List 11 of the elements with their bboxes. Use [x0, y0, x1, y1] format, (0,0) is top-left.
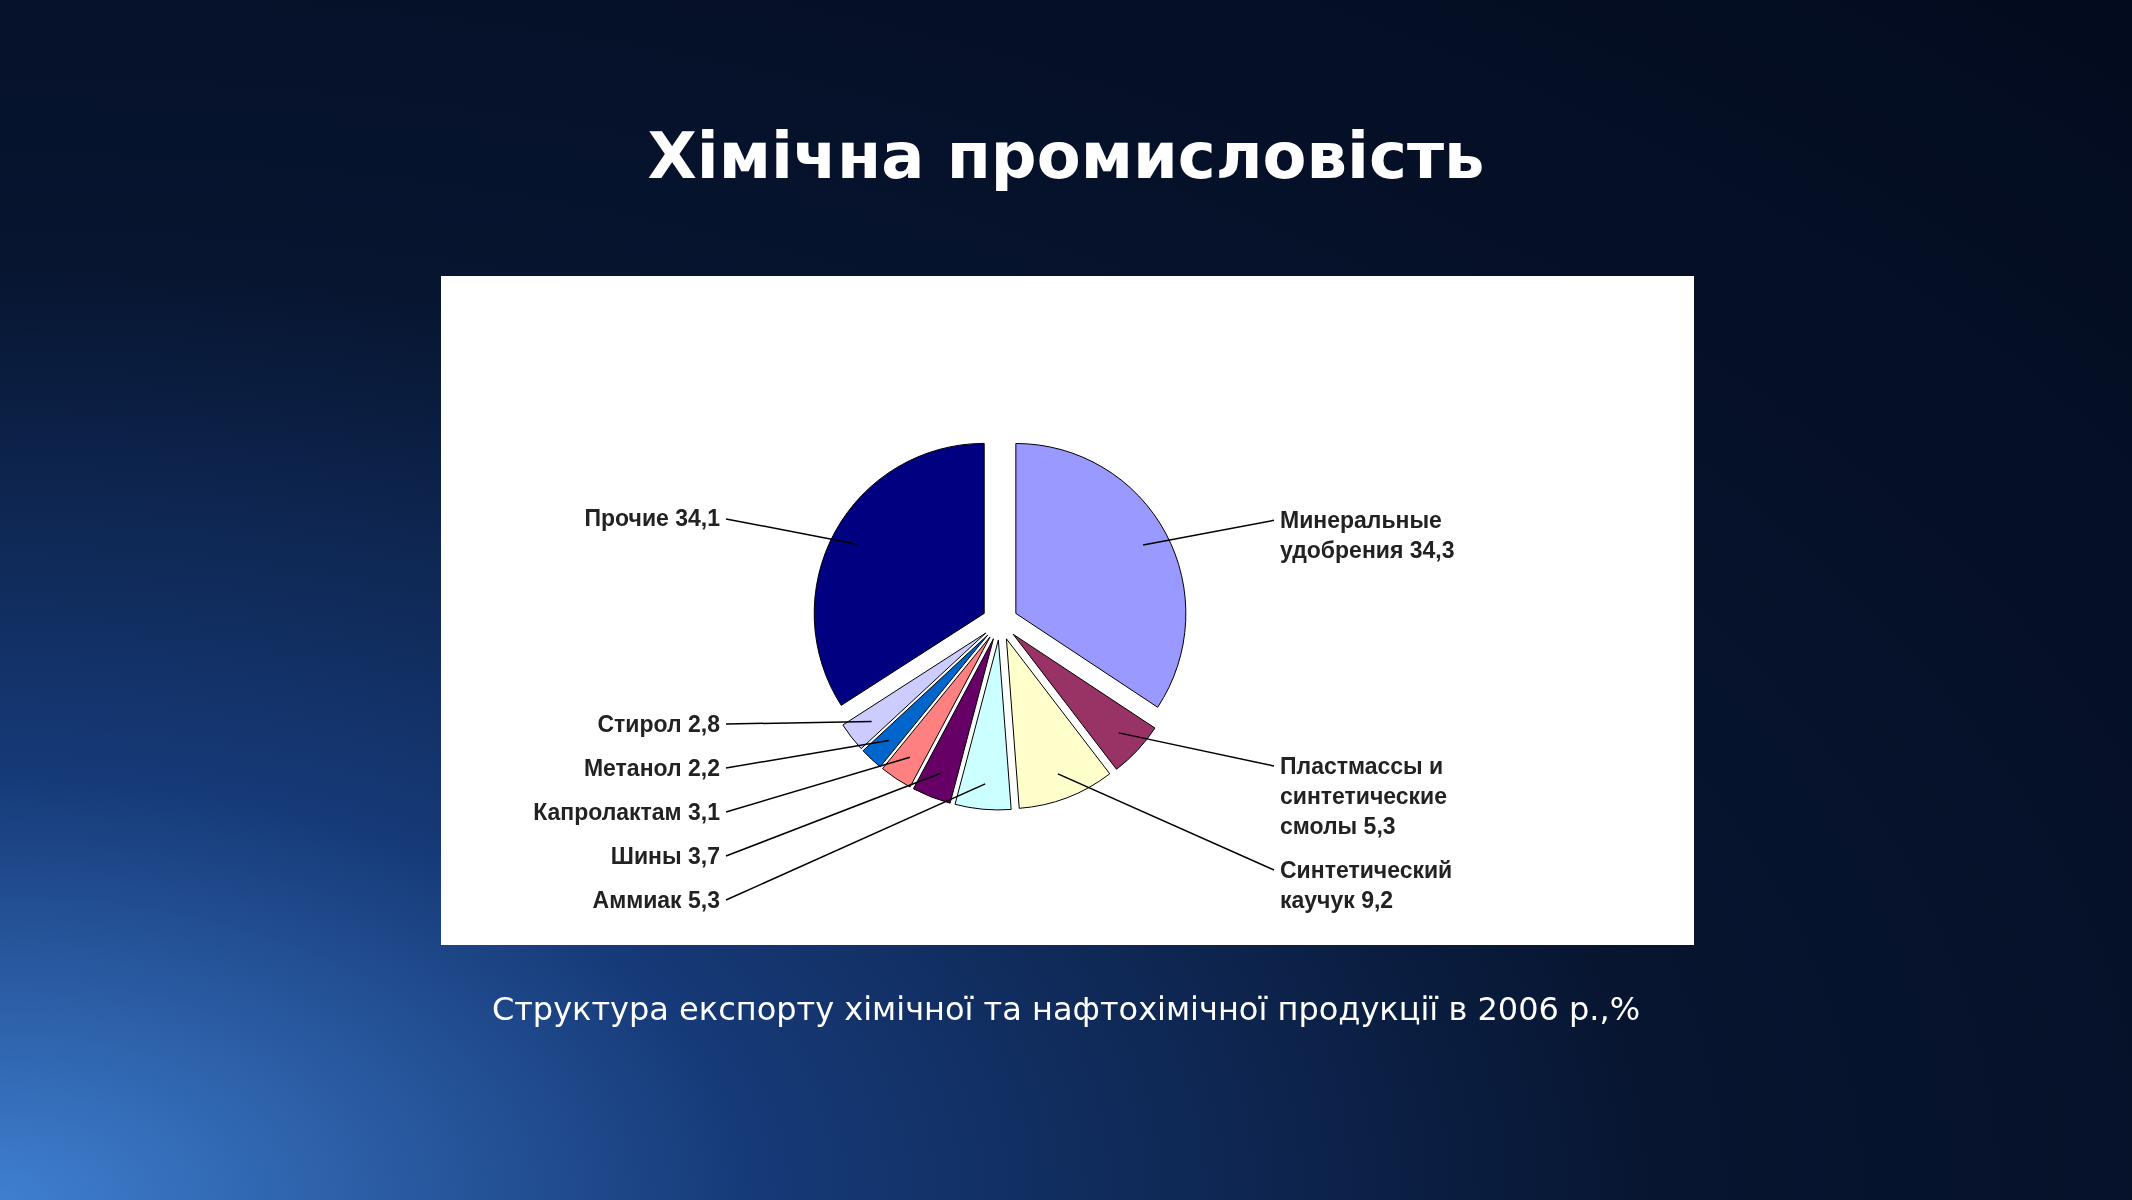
slice-label: Минеральные удобрения 34,3 — [1280, 506, 1455, 563]
slice-label: Шины 3,7 — [610, 842, 720, 869]
slice-label: Аммиак 5,3 — [592, 886, 720, 913]
text: Структура експорту хімічної та нафтохімічної продукції в 2006 р.,% — [491, 990, 1641, 1028]
slice-label: Пластмассы и синтетические смолы 5,3 — [1280, 752, 1448, 839]
slice-label: Метанол 2,2 — [583, 754, 720, 781]
slice-label: Прочие 34,1 — [584, 505, 721, 532]
slice-label: Синтетический каучук 9,2 — [1280, 856, 1453, 913]
slice-label: Капролактам 3,1 — [533, 798, 721, 825]
slice-label: Стирол 2,8 — [597, 710, 721, 737]
chart-title: Хімічна промисловість — [647, 119, 1485, 193]
